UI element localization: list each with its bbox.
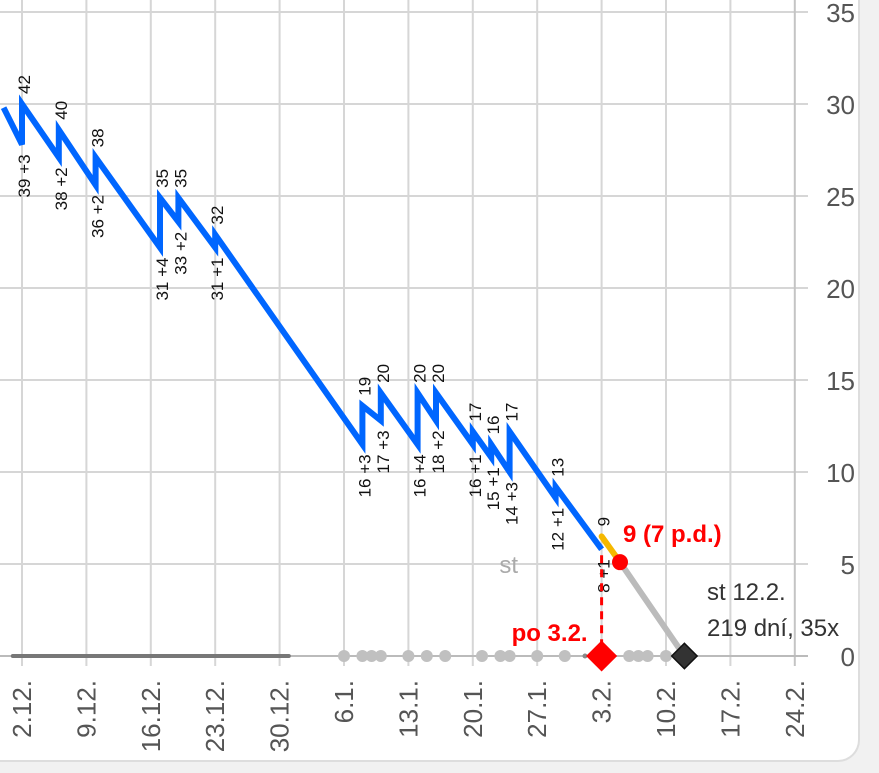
- axis-dot: [641, 650, 654, 662]
- refill-above-label: 32: [208, 206, 227, 225]
- y-tick-label: 10: [826, 458, 855, 488]
- refill-below-label: 16 +1: [466, 454, 485, 497]
- x-tick-label: 6.1.: [329, 680, 359, 723]
- x-tick-label: 24.2.: [780, 680, 810, 738]
- refill-below-label: 17 +3: [374, 430, 393, 473]
- refill-above-label: 38: [89, 128, 108, 147]
- y-tick-label: 5: [841, 550, 855, 580]
- x-tick-label: 3.2.: [587, 680, 617, 723]
- x-tick-label: 2.12.: [7, 680, 37, 738]
- axis-dot: [623, 650, 636, 662]
- axis-dot: [365, 650, 378, 662]
- x-tick-label: 13.1.: [393, 680, 423, 738]
- axis-dot: [420, 650, 433, 662]
- y-tick-label: 30: [826, 90, 855, 120]
- x-tick-label: 17.2.: [715, 680, 745, 738]
- refill-above-label: 13: [549, 458, 568, 477]
- end-date-label: st 12.2.: [707, 579, 786, 606]
- refill-above-label: 17: [503, 403, 522, 422]
- refill-below-label: 33 +2: [171, 232, 190, 275]
- refill-below-label: 15 +1: [484, 467, 503, 510]
- refill-above-label: 20: [411, 364, 430, 383]
- refill-below-label: 14 +3: [503, 482, 522, 525]
- end-diamond: [670, 642, 699, 670]
- history-line: [0, 94, 605, 552]
- x-tick-label: 16.12.: [136, 680, 166, 752]
- axis-dot: [374, 650, 387, 662]
- refill-above-label: 35: [153, 169, 172, 188]
- axis-dot: [402, 650, 415, 662]
- end-summary-label: 219 dní, 35x: [707, 615, 839, 642]
- axis-dot: [439, 650, 452, 662]
- refill-above-label: 35: [171, 169, 190, 188]
- refill-below-label: 8 +1: [595, 559, 614, 593]
- y-tick-label: 0: [841, 642, 855, 672]
- today-diamond: [586, 640, 618, 672]
- y-tick-label: 15: [826, 366, 855, 396]
- y-tick-label: 20: [826, 274, 855, 304]
- x-tick-label: 27.1.: [522, 680, 552, 738]
- axis-dot: [494, 650, 507, 662]
- st-label: st: [499, 552, 518, 579]
- refill-below-label: 12 +1: [549, 508, 568, 551]
- x-tick-label: 20.1.: [458, 680, 488, 738]
- refill-above-label: 9: [595, 517, 614, 526]
- refill-below-label: 31 +1: [208, 258, 227, 301]
- axis-dot: [632, 650, 645, 662]
- axis-dot: [356, 650, 369, 662]
- y-tick-label: 25: [826, 182, 855, 212]
- x-tick-label: 10.2.: [651, 680, 681, 738]
- refill-above-label: 20: [374, 364, 393, 383]
- current-point-label: 9 (7 p.d.): [623, 521, 722, 548]
- refill-above-label: 17: [466, 403, 485, 422]
- refill-below-label: 18 +2: [429, 430, 448, 473]
- refill-below-label: 39 +3: [15, 154, 34, 197]
- x-tick-label: 23.12.: [200, 680, 230, 752]
- refill-below-label: 31 +4: [153, 258, 172, 301]
- axis-dot: [503, 650, 516, 662]
- refill-above-label: 42: [15, 75, 34, 94]
- x-tick-label: 9.12.: [71, 680, 101, 738]
- refill-above-label: 16: [484, 415, 503, 434]
- refill-above-label: 19: [355, 377, 374, 396]
- refill-below-label: 16 +4: [411, 454, 430, 497]
- current-point: [612, 554, 628, 571]
- axis-dot: [476, 650, 488, 662]
- refill-above-label: 20: [429, 364, 448, 383]
- axis-dot: [660, 650, 672, 662]
- refill-below-label: 38 +2: [52, 167, 71, 210]
- refill-above-label: 40: [52, 101, 71, 120]
- axis-dot: [558, 650, 571, 662]
- x-tick-label: 30.12.: [265, 680, 295, 752]
- axis-dot-small: [582, 653, 588, 659]
- today-label: po 3.2.: [512, 620, 588, 647]
- forecast-line: [617, 559, 688, 659]
- y-tick-label: 35: [826, 0, 855, 28]
- refill-below-label: 36 +2: [89, 195, 108, 238]
- axis-dot: [338, 650, 350, 662]
- refill-below-label: 16 +3: [355, 454, 374, 497]
- axis-dot: [531, 650, 544, 662]
